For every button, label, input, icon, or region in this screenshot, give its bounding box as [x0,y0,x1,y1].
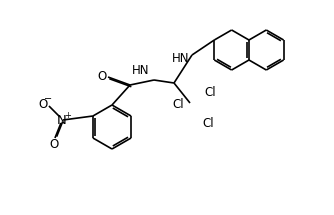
Text: +: + [64,111,71,120]
Text: Cl: Cl [204,86,216,100]
Text: N: N [57,114,67,126]
Text: O: O [38,97,47,111]
Text: O: O [98,69,107,83]
Text: Cl: Cl [202,117,214,130]
Text: Cl: Cl [172,98,184,112]
Text: −: − [44,94,52,104]
Text: O: O [49,138,58,150]
Text: HN: HN [132,64,150,77]
Text: HN: HN [172,52,190,65]
